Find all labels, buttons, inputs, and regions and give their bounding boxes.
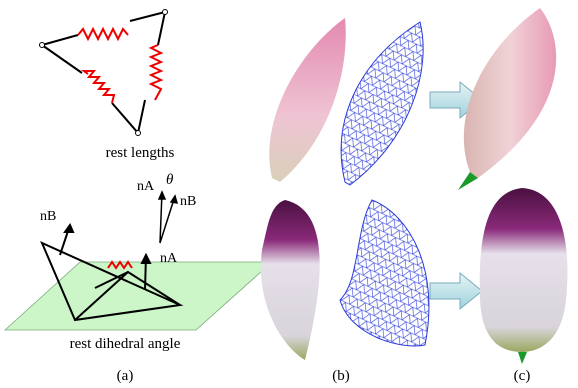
arrow [430,273,482,309]
spring-triangle [40,10,168,136]
panel-label: (b) [332,368,350,384]
figure: rest lengths nA θ nB nB nA rest dihedral… [0,0,578,388]
petal-mesh [340,200,429,346]
petal-mesh [341,22,423,185]
stem [518,352,527,364]
normal-label: nB [180,194,196,209]
normal-label: nB [40,209,56,224]
petal-image [269,18,345,182]
panel-label: (a) [117,368,134,384]
plane [5,262,272,330]
petal-result [480,188,568,352]
hinge-caption: rest dihedral angle [70,336,181,352]
panel-label: (c) [514,368,531,384]
spring-caption: rest lengths [106,145,175,161]
normal-label: nA [137,179,155,194]
angle-wedge [159,192,177,243]
normal-label: nA [160,251,178,266]
angle-symbol: θ [166,172,174,188]
petal-result [464,8,556,178]
petal-image [261,200,320,360]
